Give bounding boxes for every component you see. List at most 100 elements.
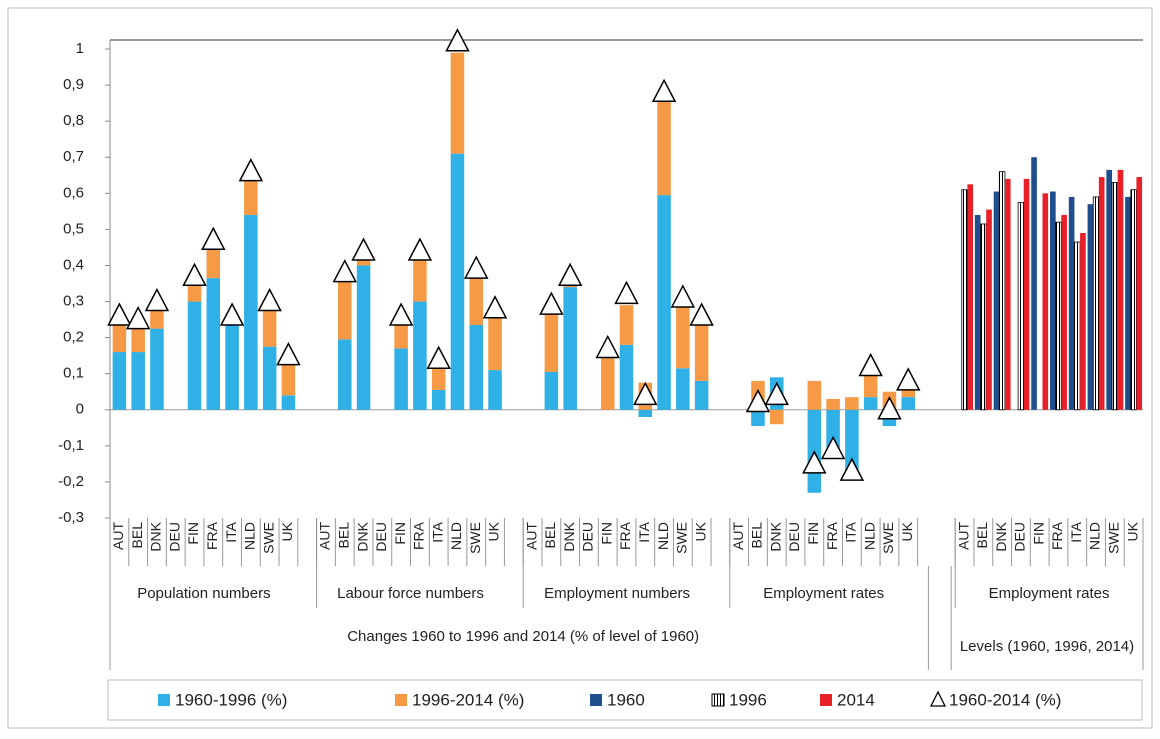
x-tick-label: NLD (655, 522, 671, 550)
bar-segment (488, 370, 502, 410)
bar-segment (281, 395, 296, 410)
y-tick-label: 0 (76, 401, 84, 418)
bar (1074, 241, 1081, 411)
bar-segment (356, 260, 371, 266)
bar-segment (413, 301, 427, 410)
bar-segment (338, 278, 352, 340)
bar (1117, 169, 1124, 410)
group-label: Employment numbers (544, 585, 690, 602)
y-tick-label: 0,1 (63, 365, 84, 382)
x-tick-label: DNK (767, 521, 783, 551)
bar-segment (638, 409, 653, 417)
bar (1055, 221, 1062, 411)
triangle-marker (351, 237, 376, 261)
bar (1098, 177, 1105, 410)
triangle-marker (633, 381, 658, 406)
bar-segment (394, 324, 408, 349)
x-tick-label: BEL (335, 522, 351, 549)
bar-segment (863, 397, 878, 410)
triangle-marker (144, 287, 170, 312)
y-tick-label: 0,6 (63, 184, 84, 201)
group-label: Population numbers (137, 585, 270, 602)
legend-box (107, 679, 1143, 721)
x-tick-label: FIN (392, 522, 408, 545)
bar (1023, 178, 1030, 410)
triangle-marker (764, 381, 789, 406)
legend-swatch (395, 694, 407, 706)
triangle-marker (464, 255, 489, 279)
section-label: Changes 1960 to 1996 and 2014 (% of leve… (347, 628, 699, 645)
bar-segment (356, 265, 371, 410)
x-tick-label: FRA (411, 521, 427, 550)
x-tick-label: DEU (580, 522, 596, 552)
bar-segment (244, 214, 258, 410)
section-label: Levels (1960, 1996, 2014) (959, 638, 1135, 655)
y-tick-label: -0,3 (58, 509, 84, 526)
x-tick-label: DEU (166, 522, 182, 552)
triangle-marker (426, 345, 451, 370)
x-tick-label: UK (692, 521, 708, 541)
x-tick-label: FIN (598, 522, 614, 545)
x-tick-label: DNK (354, 521, 370, 551)
legend-swatch (929, 690, 947, 707)
bar-segment (544, 312, 559, 372)
triangle-marker (802, 450, 827, 474)
y-tick-label: 1 (76, 40, 84, 57)
x-tick-label: DEU (373, 522, 389, 552)
group-label: Employment rates (763, 585, 884, 602)
bar-segment (131, 352, 145, 410)
bar-segment (206, 247, 221, 279)
x-tick-label: DEU (786, 522, 802, 552)
triangle-marker (257, 287, 282, 312)
legend-swatch (711, 693, 725, 707)
bar-segment (206, 278, 221, 410)
bar-segment (338, 339, 352, 410)
bar-segment (131, 326, 145, 353)
y-tick-label: -0,2 (58, 473, 84, 490)
bar (998, 171, 1006, 411)
bar-segment (431, 368, 446, 390)
bar-segment (488, 317, 502, 371)
bar (1068, 196, 1075, 410)
bar-segment (225, 324, 239, 410)
bar-segment (431, 389, 446, 410)
triangle-marker (445, 28, 470, 52)
triangle-marker (745, 388, 771, 413)
triangle-marker (407, 237, 433, 261)
x-tick-label: FIN (805, 522, 821, 545)
bar-segment (112, 352, 127, 410)
bar-segment (450, 153, 465, 410)
triangle-marker (670, 284, 696, 308)
triangle-marker (595, 334, 620, 359)
x-tick-label: ITA (1068, 521, 1084, 542)
bar-segment (150, 308, 164, 329)
triangle-marker (219, 302, 245, 326)
triangle-marker (689, 302, 714, 326)
bar-segment (281, 361, 296, 396)
bar-segment (676, 306, 690, 369)
bar-segment (619, 344, 634, 410)
x-tick-label: BEL (974, 522, 990, 549)
triangle-marker (877, 396, 902, 420)
bar-segment (901, 386, 915, 398)
x-tick-label: UK (899, 521, 915, 541)
x-tick-label: NLD (861, 522, 877, 550)
x-tick-label: NLD (242, 522, 258, 550)
triangle-marker (614, 280, 639, 305)
bar-segment (187, 301, 202, 410)
x-tick-label: AUT (955, 522, 971, 550)
triangle-marker (858, 352, 883, 377)
bar-segment (413, 258, 427, 302)
bar-segment (469, 324, 484, 410)
bar-segment (676, 368, 690, 410)
bar-segment (394, 348, 408, 410)
y-tick-label: 0,5 (63, 220, 84, 237)
x-tick-label: UK (1124, 521, 1140, 541)
y-tick-label: 0,9 (63, 76, 84, 93)
x-tick-label: ITA (843, 521, 859, 542)
group-label: Labour force numbers (337, 585, 484, 602)
bar-segment (244, 180, 258, 215)
legend-label: 1996 (729, 690, 767, 709)
triangle-marker (276, 342, 301, 366)
